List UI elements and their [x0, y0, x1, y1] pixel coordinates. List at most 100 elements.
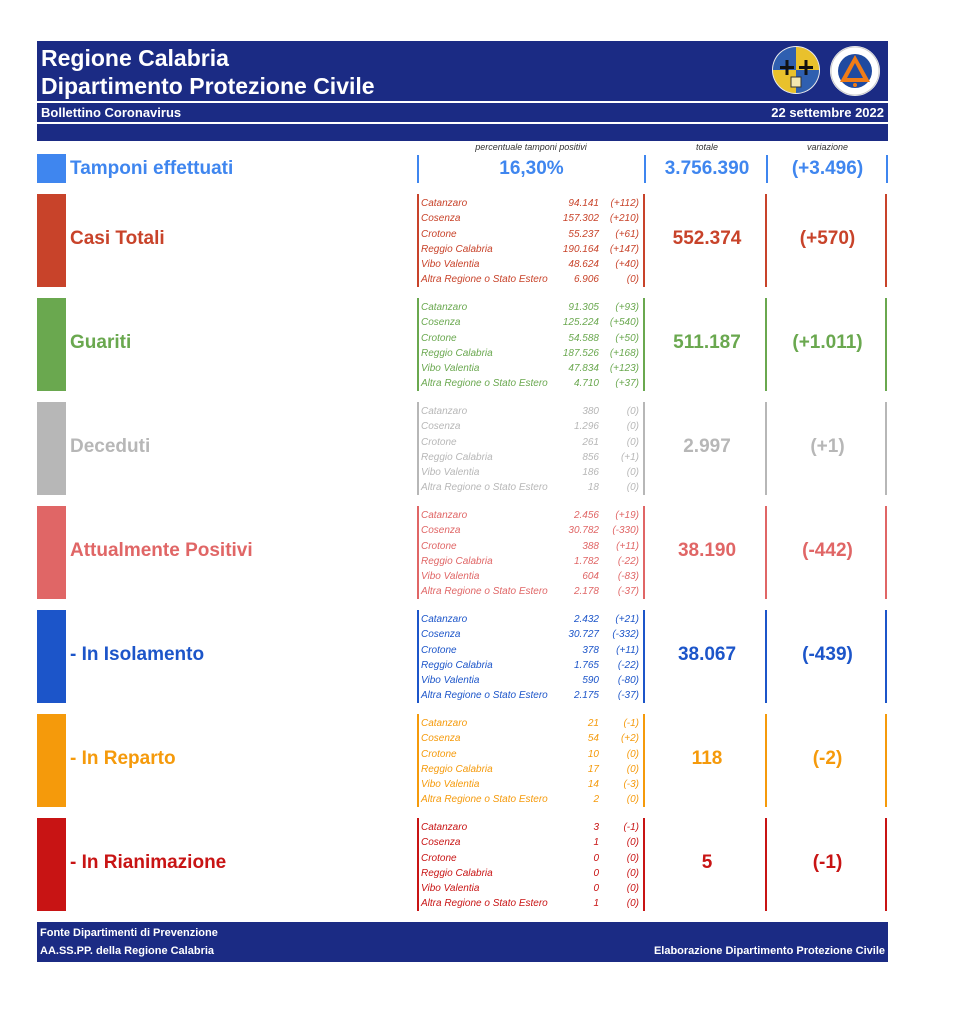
province-line: Vibo Valentia 604 (-83): [421, 569, 641, 584]
bulletin-date: 22 settembre 2022: [771, 105, 884, 120]
province-line: Crotone 378 (+11): [421, 643, 641, 658]
category-color-bar: [37, 506, 66, 599]
column-divider: [643, 818, 645, 911]
province-value: 190.164: [562, 243, 599, 255]
province-line: Crotone 10 (0): [421, 747, 641, 762]
category-color-bar: [37, 402, 66, 495]
column-divider: [417, 714, 419, 807]
province-line: Crotone 54.588 (+50): [421, 331, 641, 346]
province-value: 94.141: [568, 198, 599, 209]
column-divider: [765, 714, 767, 807]
province-value: 47.834: [568, 363, 599, 375]
province-delta: (+112): [610, 198, 639, 209]
province-line: Catanzaro 2.456 (+19): [421, 508, 641, 523]
province-value: 30.727: [568, 629, 599, 641]
column-divider: [417, 506, 419, 599]
province-value: 2.178: [573, 586, 599, 598]
column-divider: [885, 610, 887, 703]
category-label: Deceduti: [70, 436, 151, 457]
province-name: Altra Regione o Stato Estero: [421, 586, 548, 598]
province-breakdown: Catanzaro 91.305 (+93) Cosenza 125.224 (+540)…: [421, 300, 641, 392]
category-total: 38.190: [677, 540, 737, 561]
province-value: 4.710: [573, 378, 599, 390]
province-name: Vibo Valentia: [421, 259, 480, 271]
province-name: Catanzaro: [421, 302, 468, 313]
province-delta: (-1): [623, 718, 639, 729]
province-value: 604: [582, 571, 599, 583]
province-delta: (0): [626, 274, 639, 286]
column-divider: [765, 298, 767, 391]
column-divider: [417, 402, 419, 495]
column-divider: [765, 402, 767, 495]
province-line: Catanzaro 91.305 (+93): [421, 300, 641, 315]
province-delta: (0): [626, 837, 639, 849]
province-line: Cosenza 30.727 (-332): [421, 627, 641, 642]
province-delta: (+2): [620, 733, 639, 745]
province-value: 1.296: [573, 421, 599, 433]
province-value: 14: [587, 779, 599, 791]
header-divider-bottom: [37, 122, 888, 124]
province-delta: (+11): [616, 540, 639, 552]
province-breakdown: Catanzaro 2.432 (+21) Cosenza 30.727 (-332) Cr…: [421, 612, 641, 704]
province-line: Reggio Calabria 187.526 (+168): [421, 346, 641, 361]
column-divider: [643, 714, 645, 807]
province-value: 6.906: [573, 274, 599, 286]
province-value: 2: [593, 794, 599, 806]
province-name: Altra Regione o Stato Estero: [421, 898, 548, 910]
province-delta: (-332): [612, 629, 639, 641]
province-delta: (+37): [615, 378, 639, 390]
tamponi-divider: [417, 155, 419, 183]
province-delta: (0): [626, 748, 639, 760]
tamponi-color-box: [37, 154, 66, 183]
province-name: Cosenza: [421, 213, 461, 225]
province-value: 2.456: [573, 510, 599, 521]
province-line: Catanzaro 380 (0): [421, 404, 641, 419]
province-delta: (0): [626, 421, 639, 433]
province-name: Altra Regione o Stato Estero: [421, 482, 548, 494]
column-divider: [765, 194, 767, 287]
category-variation: (+570): [799, 228, 856, 249]
province-name: Altra Regione o Stato Estero: [421, 794, 548, 806]
province-delta: (+93): [615, 302, 639, 313]
category-total: 5: [701, 852, 713, 873]
category-total: 2.997: [683, 436, 731, 457]
province-delta: (+19): [615, 510, 639, 521]
category-total: 38.067: [677, 644, 737, 665]
province-line: Vibo Valentia 48.624 (+40): [421, 257, 641, 272]
province-delta: (0): [626, 794, 639, 806]
province-name: Altra Regione o Stato Estero: [421, 274, 548, 286]
category-color-bar: [37, 194, 66, 287]
tamponi-divider: [886, 155, 888, 183]
province-value: 856: [582, 451, 599, 463]
province-name: Reggio Calabria: [421, 451, 493, 463]
column-divider: [885, 506, 887, 599]
province-name: Vibo Valentia: [421, 467, 480, 479]
province-delta: (+123): [609, 363, 639, 375]
province-delta: (+40): [615, 259, 639, 271]
province-line: Altra Regione o Stato Estero 18 (0): [421, 480, 641, 495]
province-delta: (+1): [620, 451, 639, 463]
province-breakdown: Catanzaro 2.456 (+19) Cosenza 30.782 (-330) Cr…: [421, 508, 641, 600]
tamponi-divider: [644, 155, 646, 183]
province-line: Crotone 388 (+11): [421, 539, 641, 554]
footer-source-line1: Fonte Dipartimenti di Prevenzione: [40, 927, 218, 939]
header-total: totale: [695, 142, 719, 152]
province-value: 0: [593, 883, 599, 895]
province-delta: (-80): [617, 675, 639, 687]
column-divider: [885, 714, 887, 807]
column-divider: [885, 194, 887, 287]
province-line: Crotone 55.237 (+61): [421, 227, 641, 242]
province-value: 0: [593, 852, 599, 864]
province-line: Catanzaro 21 (-1): [421, 716, 641, 731]
column-divider: [885, 402, 887, 495]
province-name: Crotone: [421, 436, 457, 448]
province-name: Reggio Calabria: [421, 867, 493, 879]
province-value: 590: [582, 675, 599, 687]
province-line: Reggio Calabria 1.765 (-22): [421, 658, 641, 673]
province-line: Reggio Calabria 17 (0): [421, 762, 641, 777]
column-divider: [417, 818, 419, 911]
province-line: Cosenza 1 (0): [421, 835, 641, 850]
province-breakdown: Catanzaro 21 (-1) Cosenza 54 (+2) Crotone 10 (0)…: [421, 716, 641, 808]
province-line: Altra Regione o Stato Estero 2.175 (-37): [421, 688, 641, 703]
province-name: Reggio Calabria: [421, 347, 493, 359]
